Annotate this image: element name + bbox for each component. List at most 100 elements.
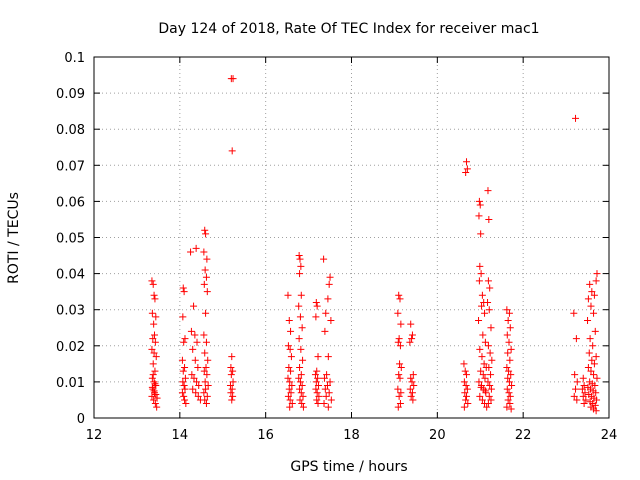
data-point — [479, 331, 487, 339]
data-point — [153, 394, 161, 402]
data-point — [479, 371, 487, 379]
data-point — [407, 392, 415, 400]
data-point — [408, 335, 416, 343]
data-point — [505, 338, 513, 346]
data-point — [477, 270, 485, 278]
data-point — [298, 382, 306, 390]
data-point — [324, 295, 332, 303]
data-point — [284, 291, 292, 299]
data-point — [228, 353, 236, 361]
data-point — [286, 378, 294, 386]
data-point — [150, 291, 158, 299]
data-point — [180, 382, 188, 390]
data-point — [181, 363, 189, 371]
data-point — [148, 392, 156, 400]
data-point — [572, 385, 580, 393]
data-point — [151, 338, 159, 346]
x-tick-label: 22 — [515, 428, 532, 443]
data-point — [573, 396, 581, 404]
data-point — [570, 392, 578, 400]
data-point — [485, 392, 493, 400]
data-point — [297, 345, 305, 353]
y-tick-label: 0.03 — [56, 304, 85, 319]
data-point — [504, 374, 512, 382]
data-point — [189, 345, 197, 353]
data-point — [149, 280, 157, 288]
data-point — [394, 338, 402, 346]
data-point — [296, 255, 304, 263]
data-point — [461, 367, 469, 375]
data-point — [297, 371, 305, 379]
y-tick-label: 0.1 — [64, 51, 85, 66]
data-point — [314, 382, 322, 390]
data-point — [476, 262, 484, 270]
data-point — [462, 169, 470, 177]
data-point — [326, 378, 334, 386]
x-tick-label: 24 — [601, 428, 618, 443]
data-point — [226, 382, 234, 390]
data-point — [320, 255, 328, 263]
data-point — [298, 400, 306, 408]
data-point — [486, 284, 494, 292]
data-point — [296, 378, 304, 386]
data-point — [485, 363, 493, 371]
data-point — [204, 382, 212, 390]
data-point — [397, 320, 405, 328]
data-point — [181, 335, 189, 343]
data-point — [229, 367, 237, 375]
data-point — [463, 392, 471, 400]
data-point — [229, 75, 237, 83]
data-point — [460, 360, 468, 368]
data-point — [408, 331, 416, 339]
data-point — [591, 382, 599, 390]
data-point — [488, 356, 496, 364]
data-point — [188, 371, 196, 379]
data-point — [592, 277, 600, 285]
data-point — [485, 306, 493, 314]
data-point — [151, 367, 159, 375]
data-point — [396, 295, 404, 303]
y-tick-label: 0.07 — [56, 159, 85, 174]
data-point — [325, 389, 333, 397]
data-point — [409, 371, 417, 379]
data-point — [152, 391, 160, 399]
data-point — [313, 389, 321, 397]
data-point — [320, 374, 328, 382]
data-point — [203, 288, 211, 296]
data-point — [228, 385, 236, 393]
data-point — [475, 317, 483, 325]
data-point — [478, 291, 486, 299]
data-point — [200, 389, 208, 397]
data-point — [296, 270, 304, 278]
data-point — [182, 400, 190, 408]
data-point — [148, 374, 156, 382]
data-point — [202, 363, 210, 371]
data-point — [229, 392, 237, 400]
data-point — [503, 385, 511, 393]
data-point — [148, 345, 156, 353]
data-point — [584, 295, 592, 303]
y-axis-label: ROTI / TECUs — [6, 192, 22, 284]
data-point — [591, 327, 599, 335]
data-point — [152, 353, 160, 361]
data-point — [296, 313, 304, 321]
data-point — [406, 385, 414, 393]
data-point — [586, 335, 594, 343]
data-point — [487, 396, 495, 404]
data-point — [395, 371, 403, 379]
y-tick-label: 0.02 — [56, 340, 85, 355]
data-point — [150, 320, 158, 328]
data-point — [288, 400, 296, 408]
data-point — [592, 353, 600, 361]
data-point — [484, 400, 492, 408]
y-tick-label: 0.04 — [56, 268, 85, 283]
y-tick-label: 0 — [77, 412, 85, 427]
data-point — [313, 396, 321, 404]
data-point — [152, 382, 160, 390]
data-point — [191, 356, 199, 364]
data-point — [487, 371, 495, 379]
data-point — [201, 266, 209, 274]
axis-ticks: 12 14 16 18 20 22 24 0 0.01 0.02 0.03 0.04 0.05 0.06 0… — [56, 51, 617, 443]
data-point — [229, 378, 237, 386]
